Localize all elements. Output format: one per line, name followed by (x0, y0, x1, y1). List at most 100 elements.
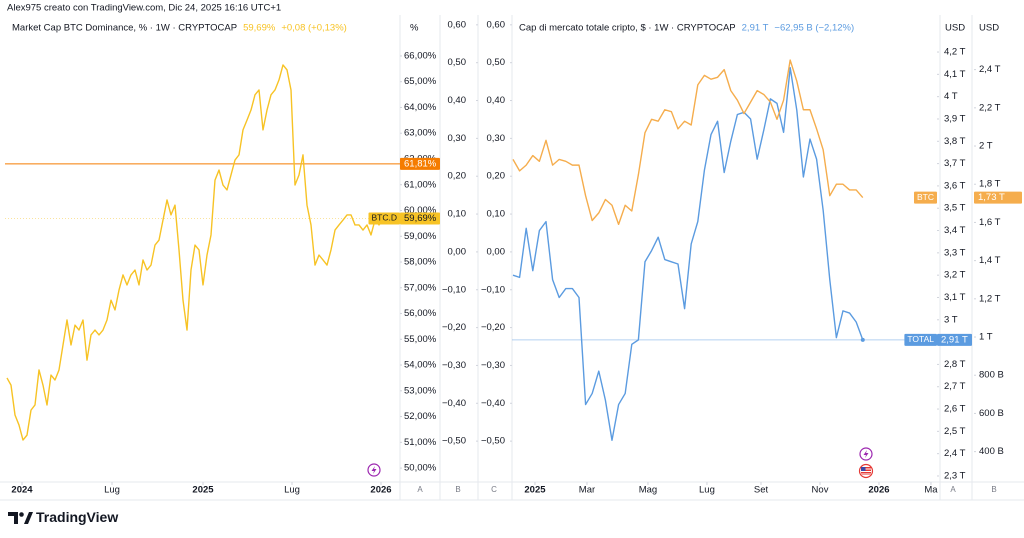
y-tick-label: 0,10 (487, 209, 506, 220)
header-value: 59,69% (243, 23, 276, 34)
y-tick-label: −0,30 (481, 360, 505, 371)
y-tick-label: −0,50 (442, 436, 466, 447)
x-tick-label: 2026 (868, 485, 889, 496)
y-tick-label: 4 T (944, 91, 958, 102)
x-tick-label: 2025 (192, 485, 214, 496)
y-tick-label: 52,00% (404, 411, 437, 422)
x-tick-label: 2025 (524, 485, 546, 496)
series-name-badge-label: BTC.D (372, 213, 398, 223)
y-tick-label: 2 T (979, 141, 993, 152)
y-tick-label: 1,6 T (979, 217, 1001, 228)
y-tick-label: 56,00% (404, 308, 437, 319)
y-tick-label: 2,8 T (944, 359, 966, 370)
y-tick-label: 4,1 T (944, 69, 966, 80)
series-line (6, 64, 388, 441)
y-tick-label: −0,50 (481, 436, 505, 447)
y-tick-label: −0,20 (442, 322, 466, 333)
y-tick-label: 4,2 T (944, 47, 966, 58)
y-tick-label: 1,8 T (979, 179, 1001, 190)
x-tick-label: Lug (284, 485, 300, 496)
axis-letter: A (417, 485, 423, 494)
y-tick-label: 1 T (979, 332, 993, 343)
flag-icon (858, 463, 874, 479)
y-tick-label: 63,00% (404, 128, 437, 139)
axis-unit: % (410, 23, 419, 34)
series-line (512, 59, 864, 226)
x-tick-label: Nov (812, 485, 829, 496)
y-tick-label: 0,30 (487, 133, 506, 144)
x-tick-label: 2024 (11, 485, 33, 496)
y-tick-label: 64,00% (404, 102, 437, 113)
y-tick-label: −0,30 (442, 360, 466, 371)
y-tick-label: −0,40 (481, 398, 505, 409)
x-tick-label: Mag (639, 485, 657, 496)
axis-unit: USD (979, 23, 999, 34)
x-tick-label: 2026 (370, 485, 391, 496)
y-tick-label: 3,6 T (944, 180, 966, 191)
y-tick-label: 3,7 T (944, 158, 966, 169)
y-tick-label: 51,00% (404, 437, 437, 448)
y-tick-label: 57,00% (404, 282, 437, 293)
series-name-badge-label: BTC (917, 192, 934, 202)
header-value: −62,95 B (−2,12%) (774, 23, 854, 34)
y-tick-label: 2,7 T (944, 381, 966, 392)
y-tick-label: 600 B (979, 408, 1004, 419)
axis-letter: B (991, 485, 996, 494)
y-tick-label: 61,00% (404, 179, 437, 190)
y-tick-label: 2,3 T (944, 470, 966, 481)
y-tick-label: 66,00% (404, 50, 437, 61)
y-tick-label: 400 B (979, 446, 1004, 457)
y-tick-label: 3,3 T (944, 247, 966, 258)
y-tick-label: 0,30 (448, 133, 467, 144)
price-badge (937, 333, 972, 346)
y-tick-label: 0,00 (487, 246, 506, 257)
y-tick-label: 1,4 T (979, 255, 1001, 266)
price-badge (400, 212, 440, 225)
y-tick-label: −0,40 (442, 398, 466, 409)
y-tick-label: 2,4 T (944, 448, 966, 459)
y-tick-label: −0,10 (481, 284, 505, 295)
price-badge-label: 1,73 T (978, 192, 1005, 203)
y-tick-label: 0,20 (448, 171, 467, 182)
y-tick-label: 53,00% (404, 385, 437, 396)
y-tick-label: −0,10 (442, 284, 466, 295)
y-tick-label: 2,6 T (944, 404, 966, 415)
x-tick-label: Lug (104, 485, 120, 496)
y-tick-label: 1,2 T (979, 293, 1001, 304)
header-value: 2,91 T (742, 23, 769, 34)
y-tick-label: 65,00% (404, 76, 437, 87)
y-tick-label: 3,2 T (944, 270, 966, 281)
y-tick-label: 0,40 (487, 95, 506, 106)
y-tick-label: 3,8 T (944, 136, 966, 147)
alert-icon (367, 463, 381, 477)
y-tick-label: 3 T (944, 314, 958, 325)
y-tick-label: 55,00% (404, 334, 437, 345)
price-badge (400, 157, 440, 170)
axis-letter: B (455, 485, 460, 494)
y-tick-label: 58,00% (404, 257, 437, 268)
y-tick-label: 3,5 T (944, 203, 966, 214)
price-badge-label: 61,81% (404, 158, 437, 169)
y-tick-label: 2,2 T (979, 102, 1001, 113)
y-tick-label: 60,00% (404, 205, 437, 216)
axis-letter: C (491, 485, 497, 494)
price-badge-label: 59,69% (404, 213, 437, 224)
brand-logo (8, 512, 33, 524)
y-tick-label: 2,4 T (979, 64, 1001, 75)
y-tick-label: 59,00% (404, 231, 437, 242)
y-tick-label: 0,50 (487, 57, 506, 68)
y-tick-label: 0,60 (448, 19, 467, 30)
y-tick-label: 0,00 (448, 246, 467, 257)
series-name-badge (368, 212, 400, 225)
page-header: Alex975 creato con TradingView.com, Dic … (7, 3, 281, 14)
y-tick-label: −0,20 (481, 322, 505, 333)
y-tick-label: 0,60 (487, 19, 506, 30)
x-tick-label: Lug (699, 485, 715, 496)
x-tick-label: Mar (579, 485, 595, 496)
price-badge (974, 191, 1022, 204)
x-tick-label: Ma (924, 485, 938, 496)
y-tick-label: 3,4 T (944, 225, 966, 236)
y-tick-label: 0,50 (448, 57, 467, 68)
y-tick-label: 2,5 T (944, 426, 966, 437)
